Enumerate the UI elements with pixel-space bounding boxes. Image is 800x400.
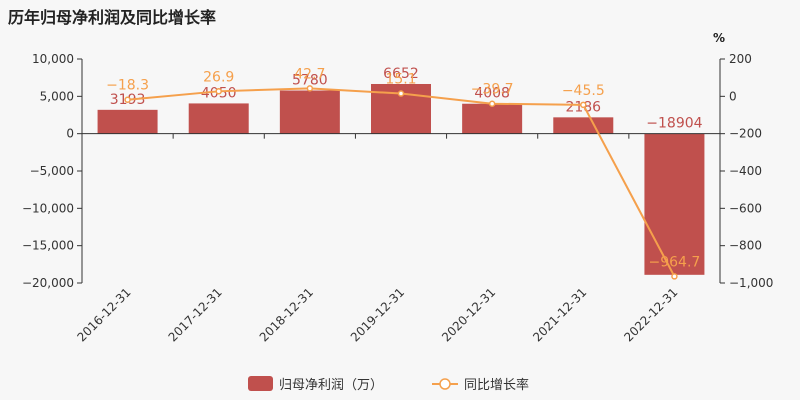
left-tick-label: −20,000 bbox=[22, 276, 74, 290]
growth-value-label: 42.7 bbox=[294, 66, 325, 82]
left-tick-label: −15,000 bbox=[22, 239, 74, 253]
left-tick-label: −5,000 bbox=[30, 164, 74, 178]
growth-value-label: −18.3 bbox=[106, 78, 149, 94]
growth-value-label: −964.7 bbox=[649, 254, 701, 270]
x-tick-label: 2021-12-31 bbox=[530, 285, 589, 344]
bar bbox=[462, 103, 523, 134]
right-tick-label: 0 bbox=[729, 89, 737, 103]
bar bbox=[279, 90, 340, 134]
bar-value-label: 6652 bbox=[383, 66, 419, 82]
x-tick-label: 2018-12-31 bbox=[257, 285, 316, 344]
growth-point bbox=[671, 273, 678, 280]
bar bbox=[553, 117, 614, 134]
growth-point bbox=[488, 100, 496, 107]
right-axis-unit: % bbox=[713, 31, 725, 45]
growth-point bbox=[580, 101, 587, 109]
x-tick-label: 2020-12-31 bbox=[439, 285, 498, 344]
x-tick-label: 2017-12-31 bbox=[166, 285, 225, 344]
right-tick-label: −800 bbox=[729, 239, 762, 253]
growth-point bbox=[397, 90, 405, 97]
right-tick-label: −400 bbox=[729, 164, 762, 178]
growth-value-label: −39.7 bbox=[471, 82, 514, 98]
right-tick-label: −600 bbox=[729, 201, 762, 215]
right-tick-label: −200 bbox=[729, 127, 762, 141]
left-tick-label: 5,000 bbox=[40, 89, 74, 103]
legend-line-label: 同比增长率 bbox=[464, 377, 529, 393]
growth-value-label: 15.1 bbox=[385, 72, 416, 88]
right-tick-label: 200 bbox=[729, 52, 752, 66]
legend-line-marker bbox=[439, 378, 451, 390]
left-tick-label: −10,000 bbox=[22, 201, 74, 215]
legend-bar-swatch bbox=[248, 376, 273, 391]
bar bbox=[188, 103, 249, 134]
growth-point bbox=[124, 96, 131, 103]
bar bbox=[97, 109, 158, 134]
growth-value-label: 26.9 bbox=[203, 69, 234, 85]
x-tick-label: 2016-12-31 bbox=[74, 285, 133, 344]
x-tick-label: 2019-12-31 bbox=[348, 285, 407, 344]
bar-value-label: 5780 bbox=[292, 73, 328, 89]
bar bbox=[644, 133, 705, 275]
bar-value-label: −18904 bbox=[646, 116, 702, 132]
growth-point bbox=[215, 88, 222, 95]
chart-title: 历年归母净利润及同比增长率 bbox=[8, 8, 217, 27]
x-tick-label: 2022-12-31 bbox=[621, 285, 680, 344]
legend-bar-label: 归母净利润（万） bbox=[279, 378, 383, 393]
left-tick-label: 0 bbox=[66, 127, 74, 141]
right-tick-label: −1,000 bbox=[729, 276, 773, 290]
bar-value-label: 4008 bbox=[474, 86, 510, 102]
growth-value-label: −45.5 bbox=[562, 83, 605, 99]
growth-point bbox=[306, 85, 314, 92]
left-tick-label: 10,000 bbox=[32, 52, 74, 66]
